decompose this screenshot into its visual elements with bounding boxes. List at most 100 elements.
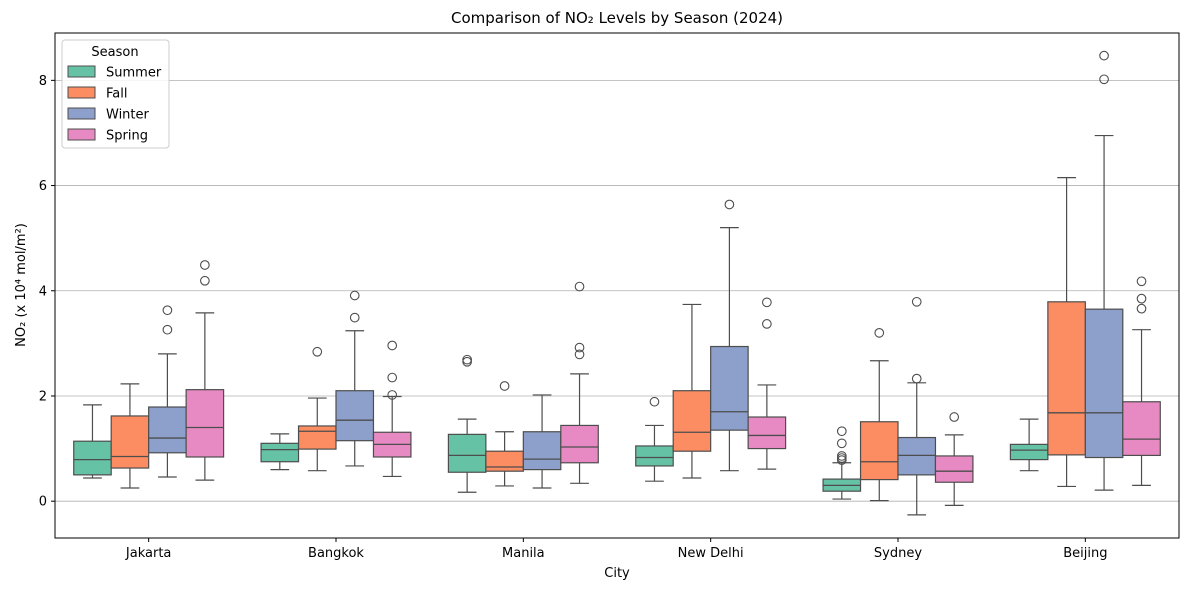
box-body xyxy=(710,345,749,431)
outlier-point xyxy=(200,260,210,270)
outlier-point xyxy=(874,327,885,338)
y-tick-label: 0 xyxy=(39,495,47,510)
outlier-point xyxy=(349,290,360,301)
outlier-point xyxy=(724,199,735,210)
outlier-point xyxy=(574,342,585,353)
legend-title: Season xyxy=(91,45,138,60)
box-summer-jakarta xyxy=(73,404,112,479)
box-body xyxy=(747,416,787,450)
legend-swatch-winter xyxy=(67,107,96,120)
legend-label-summer: Summer xyxy=(106,66,162,81)
outlier-point xyxy=(836,453,847,463)
x-tick-label: Jakarta xyxy=(125,546,171,561)
box-body xyxy=(485,450,524,472)
legend: Season Summer Fall Winter Spring xyxy=(61,39,170,149)
outlier-point xyxy=(836,438,847,449)
outlier-point xyxy=(200,275,210,286)
box-spring-manila xyxy=(560,281,599,484)
outlier-point xyxy=(1099,50,1109,61)
box-fall-beijing xyxy=(1047,177,1086,488)
box-body xyxy=(934,455,974,483)
box-body xyxy=(672,390,712,452)
outlier-point xyxy=(387,390,398,400)
outlier-point xyxy=(387,372,398,383)
outlier-point xyxy=(499,381,510,391)
outlier-point xyxy=(762,319,772,329)
chart-title: Comparison of NO₂ Levels by Season (2024… xyxy=(451,9,783,27)
box-summer-sydney xyxy=(822,426,862,500)
box-fall-jakarta xyxy=(110,383,150,489)
y-tick-label: 4 xyxy=(39,284,47,299)
outlier-point xyxy=(1136,303,1147,314)
outlier-point xyxy=(162,305,173,316)
box-summer-new-delhi xyxy=(635,396,674,482)
plot-area xyxy=(73,50,1161,516)
box-body xyxy=(185,389,225,458)
box-body xyxy=(73,440,112,476)
legend-label-winter: Winter xyxy=(106,108,150,123)
box-fall-manila xyxy=(485,381,524,487)
x-tick-label: New Delhi xyxy=(678,546,744,561)
x-tick-label: Sydney xyxy=(874,546,922,561)
box-body xyxy=(1009,443,1049,461)
box-body xyxy=(110,415,150,469)
x-tick-label: Bangkok xyxy=(308,546,364,561)
outlier-point xyxy=(911,296,922,307)
outlier-point xyxy=(574,349,585,360)
y-axis-label: NO₂ (x 10⁴ mol/m²) xyxy=(14,223,29,347)
box-body xyxy=(447,433,487,473)
box-body xyxy=(1122,401,1161,457)
legend-swatch-summer xyxy=(67,65,96,78)
outlier-point xyxy=(949,412,960,422)
box-winter-bangkok xyxy=(335,290,375,467)
box-summer-bangkok xyxy=(260,433,300,471)
y-tick-label: 2 xyxy=(39,389,47,404)
x-axis-label: City xyxy=(604,566,630,581)
legend-label-spring: Spring xyxy=(106,129,148,144)
box-spring-beijing xyxy=(1122,276,1161,486)
outlier-point xyxy=(349,312,360,323)
outlier-point xyxy=(1136,276,1147,287)
box-summer-beijing xyxy=(1009,418,1049,472)
box-body xyxy=(148,406,187,454)
box-body xyxy=(335,390,375,442)
box-summer-manila xyxy=(447,354,487,493)
box-spring-new-delhi xyxy=(747,297,787,470)
legend-label-fall: Fall xyxy=(106,87,127,102)
legend-swatch-fall xyxy=(67,86,96,99)
box-body xyxy=(522,431,562,471)
outlier-point xyxy=(1136,293,1147,304)
y-tick-label: 6 xyxy=(39,179,47,194)
outlier-point xyxy=(462,356,472,367)
box-spring-jakarta xyxy=(185,260,225,481)
outlier-point xyxy=(312,346,323,357)
axes-frame xyxy=(54,32,1180,539)
grid xyxy=(55,79,1179,502)
box-body xyxy=(859,421,899,481)
box-body xyxy=(1047,301,1086,456)
x-tick-label: Manila xyxy=(502,546,545,561)
outlier-point xyxy=(462,354,472,365)
outlier-point xyxy=(911,373,922,384)
outlier-point xyxy=(574,281,585,292)
box-fall-bangkok xyxy=(297,346,337,472)
box-fall-sydney xyxy=(859,327,899,502)
box-body xyxy=(1084,308,1124,459)
box-body xyxy=(297,425,337,450)
box-body xyxy=(897,436,937,476)
box-winter-sydney xyxy=(897,296,937,516)
outlier-point xyxy=(836,426,847,437)
box-winter-manila xyxy=(522,394,562,489)
box-spring-sydney xyxy=(934,412,974,506)
box-body xyxy=(635,445,674,467)
x-tick-label: Beijing xyxy=(1063,546,1107,561)
box-winter-new-delhi xyxy=(710,199,749,472)
box-winter-beijing xyxy=(1084,50,1124,491)
outlier-point xyxy=(162,324,173,335)
outlier-point xyxy=(387,340,398,351)
axes: 0 2 4 6 8 Jakarta Bangkok Manila New Delhi Sydney… xyxy=(39,74,1108,561)
outlier-point xyxy=(649,396,660,407)
box-spring-bangkok xyxy=(372,340,412,478)
box-body xyxy=(260,442,300,463)
